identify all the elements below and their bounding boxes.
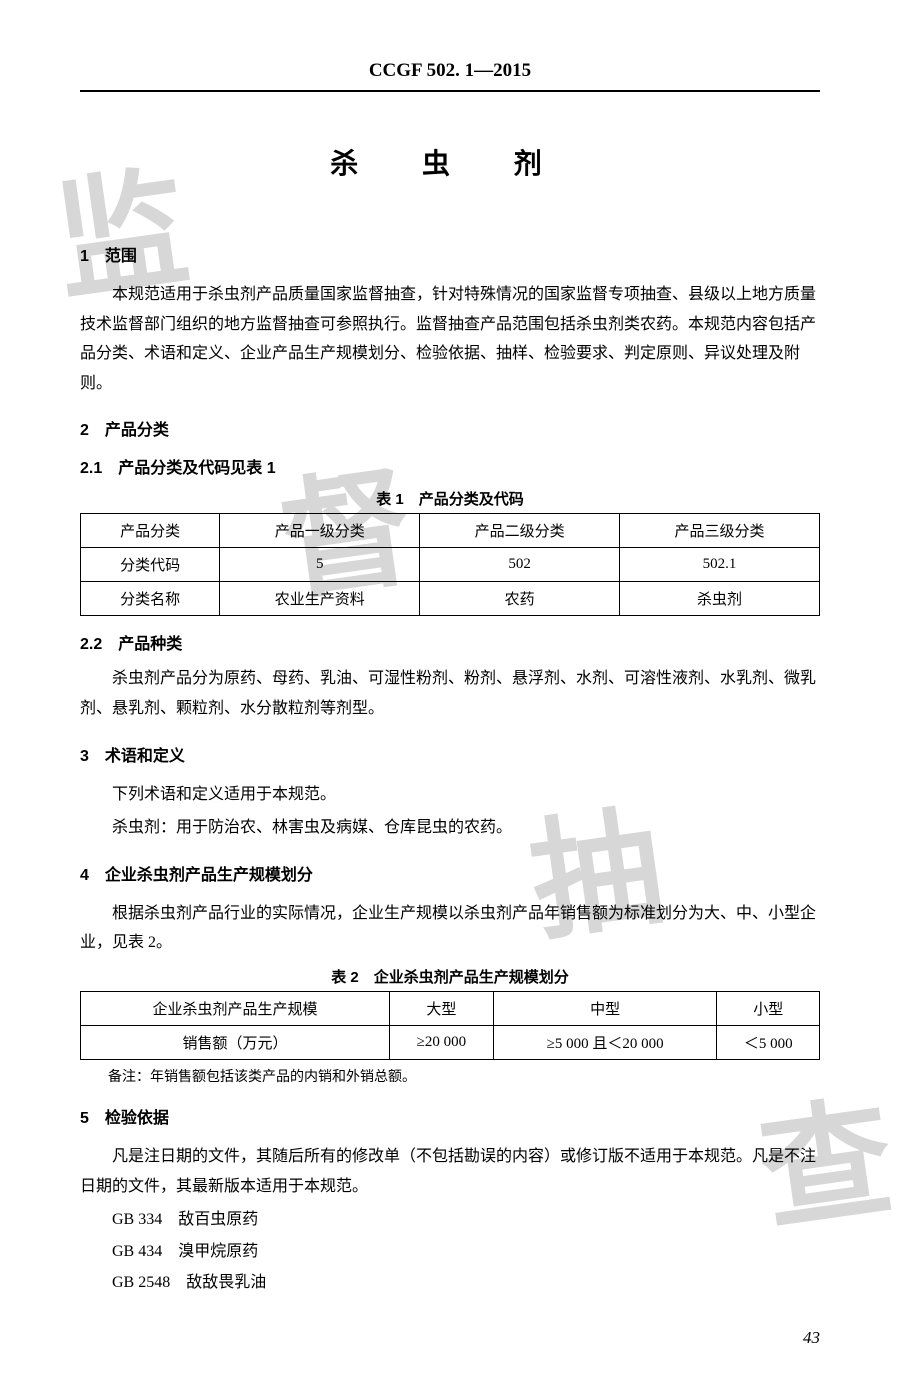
table-cell: ＜5 000 (717, 1025, 820, 1059)
table-cell: 销售额（万元） (81, 1025, 390, 1059)
section-2-2-para: 杀虫剂产品分为原药、母药、乳油、可湿性粉剂、粉剂、悬浮剂、水剂、可溶性液剂、水乳… (80, 664, 820, 723)
table-row: 企业杀虫剂产品生产规模 大型 中型 小型 (81, 991, 820, 1025)
section-3-head: 3 术语和定义 (80, 742, 820, 766)
header-standard-code: CCGF 502. 1—2015 (80, 60, 820, 92)
table-2-caption: 表 2 企业杀虫剂产品生产规模划分 (80, 966, 820, 987)
table-cell: 企业杀虫剂产品生产规模 (81, 991, 390, 1025)
table-row: 产品分类 产品一级分类 产品二级分类 产品三级分类 (81, 514, 820, 548)
table-cell: 农业生产资料 (220, 582, 420, 616)
table-cell: 农药 (420, 582, 620, 616)
section-2-2-head: 2.2 产品种类 (80, 630, 820, 654)
document-title: 杀 虫 剂 (80, 142, 820, 182)
table-cell: 502.1 (620, 548, 820, 582)
table-cell: 小型 (717, 991, 820, 1025)
table-cell: 分类代码 (81, 548, 220, 582)
section-2-1-head: 2.1 产品分类及代码见表 1 (80, 454, 820, 478)
page-number: 43 (80, 1328, 820, 1348)
table-cell: 产品二级分类 (420, 514, 620, 548)
table-row: 分类名称 农业生产资料 农药 杀虫剂 (81, 582, 820, 616)
section-5-para: 凡是注日期的文件，其随后所有的修改单（不包括勘误的内容）或修订版不适用于本规范。… (80, 1142, 820, 1201)
table-1-caption: 表 1 产品分类及代码 (80, 488, 820, 509)
table-row: 分类代码 5 502 502.1 (81, 548, 820, 582)
table-cell: 大型 (389, 991, 493, 1025)
section-1-head: 1 范围 (80, 242, 820, 266)
table-2-note: 备注：年销售额包括该类产品的内销和外销总额。 (80, 1066, 820, 1086)
table-1: 产品分类 产品一级分类 产品二级分类 产品三级分类 分类代码 5 502 502… (80, 513, 820, 616)
table-cell: 5 (220, 548, 420, 582)
table-cell: 中型 (493, 991, 717, 1025)
table-cell: ≥20 000 (389, 1025, 493, 1059)
table-cell: 分类名称 (81, 582, 220, 616)
section-5-head: 5 检验依据 (80, 1104, 820, 1128)
section-1-para: 本规范适用于杀虫剂产品质量国家监督抽查，针对特殊情况的国家监督专项抽查、县级以上… (80, 280, 820, 398)
section-3-para-1: 下列术语和定义适用于本规范。 (80, 780, 820, 810)
table-cell: 502 (420, 548, 620, 582)
section-3-para-2: 杀虫剂：用于防治农、林害虫及病媒、仓库昆虫的农药。 (80, 813, 820, 843)
table-cell: 产品一级分类 (220, 514, 420, 548)
table-cell: 产品分类 (81, 514, 220, 548)
gb-reference: GB 434 溴甲烷原药 (80, 1237, 820, 1267)
gb-reference: GB 334 敌百虫原药 (80, 1205, 820, 1235)
table-2: 企业杀虫剂产品生产规模 大型 中型 小型 销售额（万元） ≥20 000 ≥5 … (80, 991, 820, 1060)
table-cell: 产品三级分类 (620, 514, 820, 548)
section-2-head: 2 产品分类 (80, 416, 820, 440)
table-row: 销售额（万元） ≥20 000 ≥5 000 且＜20 000 ＜5 000 (81, 1025, 820, 1059)
section-4-para: 根据杀虫剂产品行业的实际情况，企业生产规模以杀虫剂产品年销售额为标准划分为大、中… (80, 899, 820, 958)
table-cell: ≥5 000 且＜20 000 (493, 1025, 717, 1059)
table-cell: 杀虫剂 (620, 582, 820, 616)
section-4-head: 4 企业杀虫剂产品生产规模划分 (80, 861, 820, 885)
